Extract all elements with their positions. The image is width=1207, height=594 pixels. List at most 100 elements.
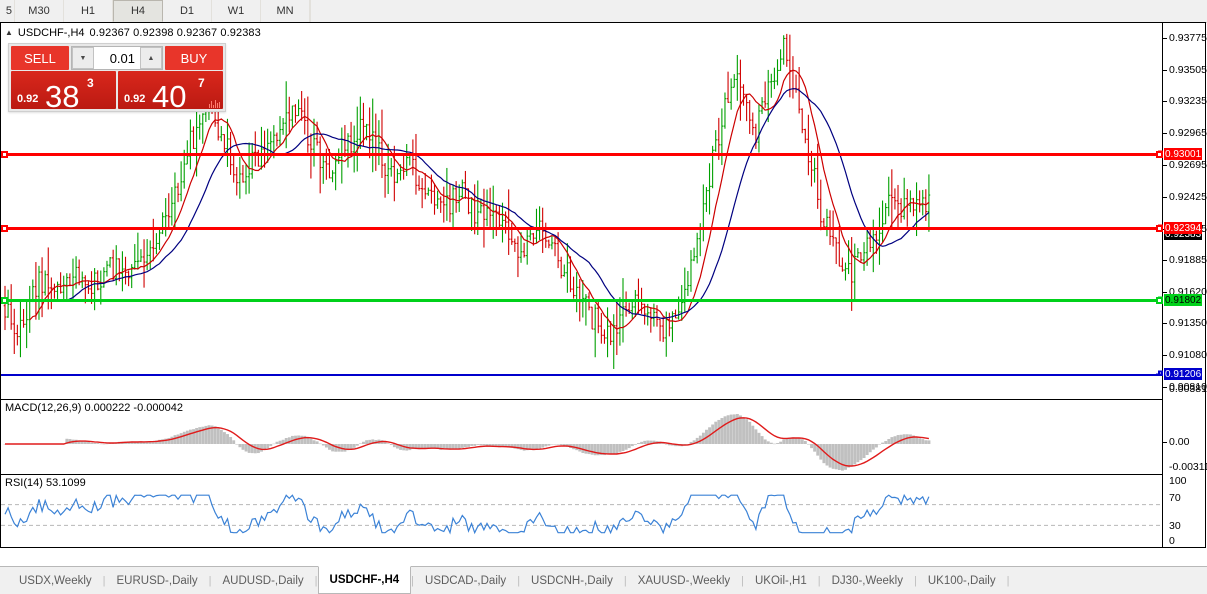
timeframe-button-h1[interactable]: H1	[64, 0, 113, 22]
timeframe-button-w1[interactable]: W1	[212, 0, 261, 22]
buy-price-big: 40	[152, 79, 187, 109]
sell-price-prefix: 0.92	[17, 93, 39, 105]
tab-separator: |	[914, 574, 917, 587]
price-tick	[1163, 387, 1167, 389]
hline-anchor-right[interactable]	[1156, 151, 1163, 158]
macd-plot	[3, 414, 931, 471]
price-scale-label: 0.90810	[1169, 381, 1207, 394]
sell-button[interactable]: SELL	[11, 46, 69, 70]
price-scale[interactable]: 0.93775 0.93505 0.93235 0.92965 0.92695 0.924…	[1156, 23, 1207, 547]
buy-price-quote[interactable]: 0.92 40 7	[118, 71, 223, 109]
price-tick	[1163, 260, 1167, 262]
timeframe-toolbar: 5 M30 H1 H4 D1 W1 MN	[0, 0, 1207, 23]
chart-symbol-label: USDCHF-,H4	[17, 27, 85, 39]
tab-separator: |	[817, 574, 821, 587]
hline-anchor-left[interactable]	[1, 225, 8, 232]
macd-pane[interactable]: MACD(12,26,9) 0.000222 -0.000042	[1, 400, 1163, 475]
price-tag-green[interactable]: 0.91802	[1164, 294, 1203, 306]
chart-ohlc-values: 0.92367 0.92398 0.92367 0.92383	[89, 27, 261, 39]
price-pane[interactable]	[1, 23, 1163, 400]
tab-separator: |	[1006, 574, 1010, 587]
volume-increase-button[interactable]: ▲	[140, 47, 162, 69]
tab-separator: |	[314, 574, 318, 587]
hline-anchor-right[interactable]	[1156, 297, 1163, 304]
sell-price-quote[interactable]: 0.92 38 3	[11, 71, 116, 109]
price-scale-label: 0.92695	[1169, 158, 1207, 171]
hline-0.92394[interactable]	[1, 225, 1163, 232]
buy-button[interactable]: BUY	[165, 46, 223, 70]
timeframe-button-h4[interactable]: H4	[113, 0, 163, 22]
price-tick	[1163, 133, 1167, 135]
hline-0.91206[interactable]	[1, 374, 1163, 376]
volume-stepper[interactable]: ▼ 0.01 ▲	[71, 46, 163, 70]
volume-input[interactable]: 0.01	[94, 47, 140, 69]
macd-scale-label: 0.00	[1169, 436, 1190, 448]
chart-tab-xauusd-weekly[interactable]: XAUUSD-,Weekly	[637, 574, 731, 587]
hline-0.91802[interactable]	[1, 297, 1163, 304]
price-tick	[1163, 196, 1167, 198]
rsi-scale-label: 30	[1169, 520, 1181, 532]
price-tick	[1163, 164, 1167, 166]
price-tag-blue[interactable]: 0.91206	[1164, 368, 1203, 380]
chart-tab-usdcad-daily[interactable]: USDCAD-,Daily	[425, 574, 507, 587]
collapse-arrow-icon[interactable]: ▲	[5, 28, 13, 37]
rsi-pane[interactable]: RSI(14) 53.1099	[1, 475, 1163, 547]
price-tick	[1163, 323, 1167, 325]
chart-tab-uk100-daily[interactable]: UK100-,Daily	[927, 574, 996, 587]
rsi-plot	[1, 493, 1163, 535]
chart-tab-usdx-weekly[interactable]: USDX,Weekly	[19, 574, 92, 587]
macd-tick	[1163, 442, 1167, 443]
hline-anchor-left[interactable]	[1, 151, 8, 158]
chart-tab-audusd-daily[interactable]: AUDUSD-,Daily	[222, 574, 304, 587]
price-scale-label: 0.91885	[1169, 254, 1207, 267]
tab-separator: |	[741, 574, 744, 587]
hline-anchor-left[interactable]	[1, 297, 8, 304]
volume-decrease-button[interactable]: ▼	[72, 47, 94, 69]
tab-separator: |	[208, 574, 212, 587]
timeframe-button-m30[interactable]: M30	[15, 0, 64, 22]
macd-scale-label: 0.003811	[1169, 383, 1207, 395]
price-tick	[1163, 101, 1167, 103]
price-scale-label: 0.92425	[1169, 190, 1207, 203]
tab-separator: |	[623, 574, 627, 587]
price-scale-label: 0.92965	[1169, 127, 1207, 140]
sell-price-big: 38	[45, 79, 80, 109]
tab-separator: |	[517, 574, 521, 587]
hline-0.93001[interactable]	[1, 151, 1163, 158]
chart-tab-eurusd-daily[interactable]: EURUSD-,Daily	[116, 574, 198, 587]
price-tick	[1163, 37, 1167, 39]
price-scale-label: 0.93775	[1169, 31, 1207, 44]
chart-tab-usdcnh-daily[interactable]: USDCNH-,Daily	[531, 574, 613, 587]
tab-separator: |	[411, 574, 415, 587]
rsi-scale-label: 0	[1169, 535, 1175, 547]
one-click-trade-panel[interactable]: SELL ▼ 0.01 ▲ BUY 0.92 38 3 0.92 40 7	[8, 43, 226, 112]
chart-tabs-bar: USDX,Weekly | EURUSD-,Daily | AUDUSD-,Daily |…	[0, 548, 1207, 594]
tick-chart-icon[interactable]	[209, 99, 220, 108]
chart-tab-dj30-weekly[interactable]: DJ30-,Weekly	[831, 574, 903, 587]
timeframe-button-5[interactable]: 5	[0, 0, 15, 22]
rsi-scale-label: 70	[1169, 492, 1181, 504]
sell-price-fraction: 3	[87, 76, 94, 90]
timeframe-button-d1[interactable]: D1	[163, 0, 212, 22]
rsi-label: RSI(14) 53.1099	[5, 477, 86, 489]
price-scale-label: 0.91350	[1169, 317, 1207, 330]
macd-label: MACD(12,26,9) 0.000222 -0.000042	[5, 402, 183, 414]
trade-panel-quotes: 0.92 38 3 0.92 40 7	[11, 71, 223, 109]
price-scale-label: 0.93505	[1169, 63, 1207, 76]
hline-anchor-right[interactable]	[1156, 225, 1163, 232]
price-tick	[1163, 355, 1167, 357]
chart-tabs[interactable]: USDX,Weekly | EURUSD-,Daily | AUDUSD-,Daily |…	[0, 566, 1207, 594]
price-tag-red[interactable]: 0.93001	[1164, 148, 1203, 160]
chart-window: ▲ USDCHF-,H4 0.92367 0.92398 0.92367 0.9…	[0, 22, 1207, 562]
chart-tab-ukoil-h1[interactable]: UKOil-,H1	[755, 574, 807, 587]
price-tick	[1163, 69, 1167, 71]
chart-header: ▲ USDCHF-,H4 0.92367 0.92398 0.92367 0.9…	[5, 26, 261, 40]
chart-tab-usdchf-h4[interactable]: USDCHF-,H4	[317, 566, 412, 594]
price-scale-label: 0.93235	[1169, 95, 1207, 108]
price-plot	[3, 33, 931, 369]
tab-separator: |	[102, 574, 106, 587]
timeframe-button-mn[interactable]: MN	[261, 0, 310, 22]
price-tick	[1163, 291, 1167, 293]
price-scale-label: 0.91080	[1169, 349, 1207, 362]
price-tag-red[interactable]: 0.92394	[1164, 222, 1203, 234]
